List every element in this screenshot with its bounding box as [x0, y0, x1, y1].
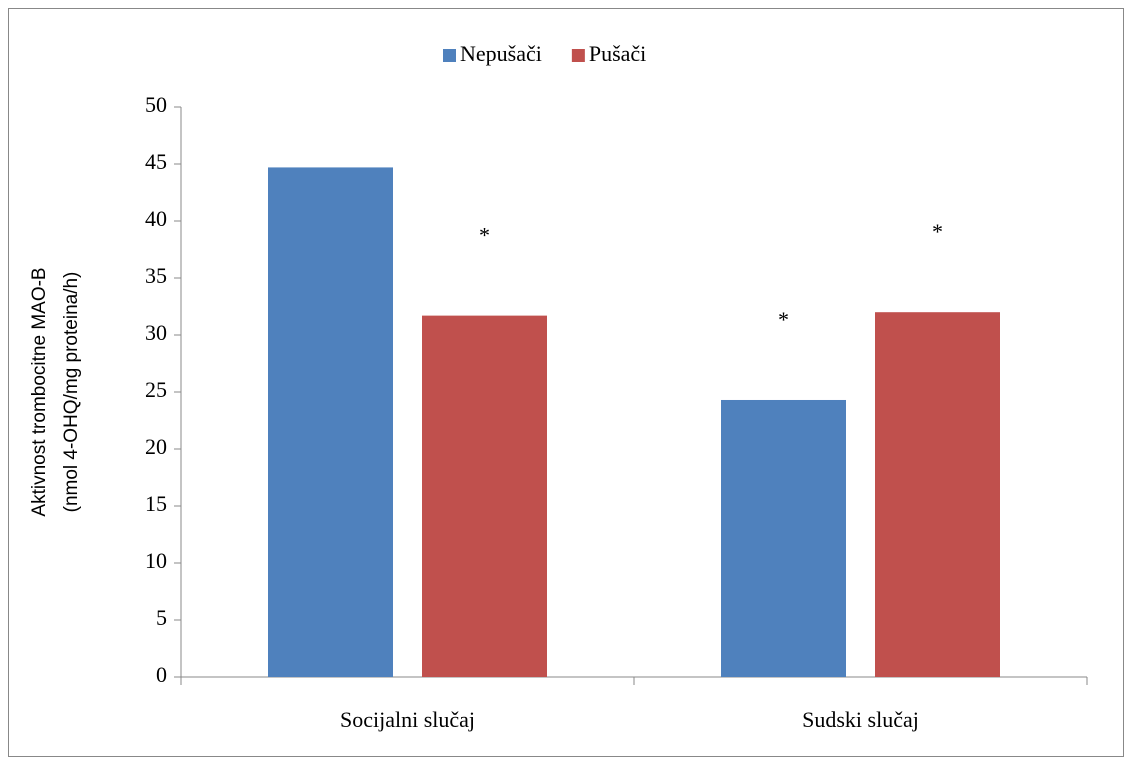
y-tick-label: 20	[145, 434, 167, 459]
legend-swatch	[571, 49, 585, 62]
y-tick-label: 5	[156, 605, 167, 630]
bar	[422, 315, 547, 677]
x-tick-label: Sudski slučaj	[802, 707, 919, 732]
bar	[268, 167, 393, 678]
y-tick-label: 50	[145, 92, 167, 117]
y-tick-label: 30	[145, 320, 167, 345]
x-tick-label: Socijalni slučaj	[340, 707, 475, 732]
y-tick-label: 0	[156, 662, 167, 687]
legend-label: Pušači	[589, 41, 646, 66]
y-tick-label: 15	[145, 491, 167, 516]
y-tick-label: 45	[145, 149, 167, 174]
y-tick-label: 35	[145, 263, 167, 288]
annotation: *	[932, 219, 943, 244]
y-tick-label: 40	[145, 206, 167, 231]
y-tick-label: 10	[145, 548, 167, 573]
y-axis-title-line: Aktivnost trombocitne MAO-B	[29, 267, 50, 516]
annotation: *	[479, 223, 490, 248]
bar	[875, 312, 1000, 677]
y-axis-title-line: (nmol 4-OHQ/mg proteina/h)	[61, 272, 82, 513]
legend-swatch	[443, 49, 456, 62]
y-axis-title: Aktivnost trombocitne MAO-B (nmol 4-OHQ/…	[29, 267, 82, 516]
bar	[721, 399, 846, 677]
annotation: *	[778, 307, 789, 332]
legend-label: Nepušači	[460, 41, 542, 66]
y-tick-label: 25	[145, 377, 167, 402]
